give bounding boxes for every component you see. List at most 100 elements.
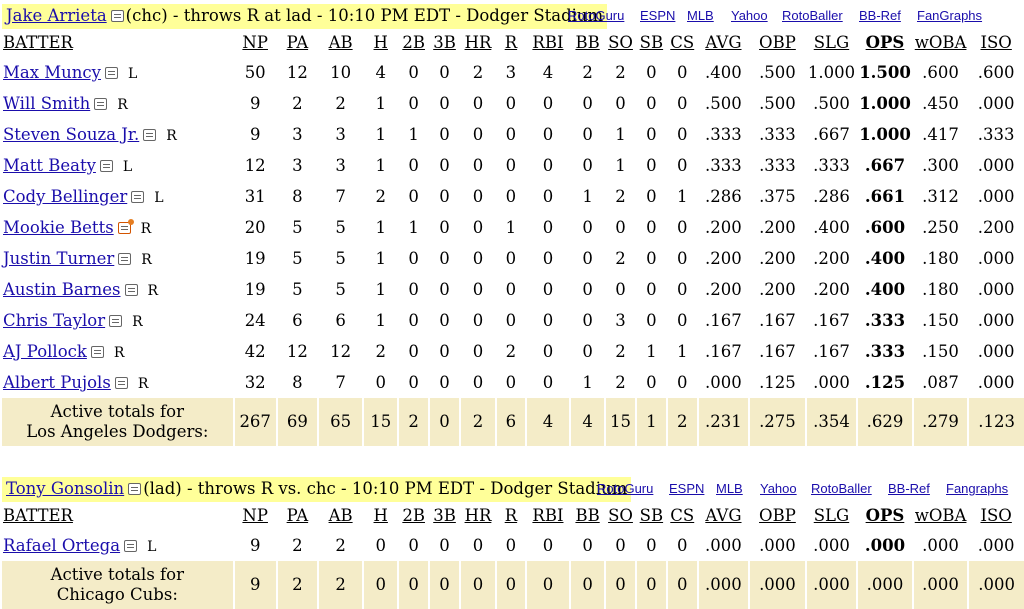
batter-link[interactable]: Justin Turner (3, 249, 115, 268)
note-icon[interactable] (128, 483, 142, 495)
column-header-woba[interactable]: wOBA (914, 505, 967, 525)
column-header-woba[interactable]: wOBA (914, 32, 967, 52)
note-icon[interactable] (118, 253, 132, 265)
column-header-r[interactable]: R (504, 505, 518, 525)
rotoballer-link[interactable]: RotoBaller (782, 8, 843, 23)
rotoballer-link[interactable]: RotoBaller (811, 481, 872, 496)
column-header-avg[interactable]: AVG (705, 32, 742, 52)
note-icon[interactable] (109, 315, 123, 327)
stat-bb: 0 (582, 156, 593, 175)
note-icon[interactable] (143, 129, 157, 141)
column-header-2b[interactable]: 2B (402, 32, 425, 52)
stat-obp: .200 (759, 218, 796, 237)
column-header-pa[interactable]: PA (286, 32, 309, 52)
note-icon[interactable] (124, 540, 138, 552)
pitcher-link[interactable]: Jake Arrieta (6, 6, 107, 25)
column-header-avg[interactable]: AVG (705, 505, 742, 525)
note-icon[interactable] (90, 346, 104, 358)
column-header-sb[interactable]: SB (639, 32, 664, 52)
note-icon[interactable] (114, 377, 128, 389)
fangraphs-link[interactable]: FanGraphs (917, 8, 983, 23)
pitcher-link[interactable]: Tony Gonsolin (6, 479, 125, 498)
note-icon[interactable] (105, 67, 118, 79)
note-icon[interactable] (94, 98, 108, 110)
batter-link[interactable]: Chris Taylor (3, 311, 106, 330)
note-icon[interactable] (110, 10, 124, 22)
column-header-ops[interactable]: OPS (865, 505, 905, 525)
column-header-pa[interactable]: PA (286, 505, 309, 525)
column-header-batter[interactable]: BATTER (3, 32, 73, 52)
column-header-ops[interactable]: OPS (865, 32, 905, 52)
espn-link[interactable]: ESPN (669, 481, 705, 496)
yahoo-link[interactable]: Yahoo (760, 481, 797, 496)
note-icon[interactable] (124, 284, 138, 296)
batter-name-cell: Steven Souza Jr. R (1, 119, 234, 150)
column-header-2b[interactable]: 2B (402, 505, 425, 525)
column-header-hr[interactable]: HR (464, 32, 492, 52)
batter-link[interactable]: AJ Pollock (3, 342, 87, 361)
column-header-iso[interactable]: ISO (980, 505, 1012, 525)
stat-2b: 1 (408, 125, 419, 144)
stat-h: 2 (375, 342, 386, 361)
batter-link[interactable]: Cody Bellinger (3, 187, 128, 206)
column-header-sb[interactable]: SB (639, 505, 664, 525)
bbref-link[interactable]: BB-Ref (888, 481, 930, 496)
total-sb: 0 (634, 561, 667, 609)
column-header-rbi[interactable]: RBI (532, 505, 564, 525)
batter-link[interactable]: Albert Pujols (3, 373, 111, 392)
column-header-3b[interactable]: 3B (433, 32, 456, 52)
stat-3b: 0 (439, 94, 450, 113)
mlb-link[interactable]: MLB (687, 8, 714, 23)
stat-cs: 0 (677, 373, 688, 392)
bbref-link[interactable]: BB-Ref (859, 8, 901, 23)
column-header-np[interactable]: NP (242, 32, 268, 52)
column-header-obp[interactable]: OBP (759, 505, 796, 525)
note-icon[interactable] (131, 191, 145, 203)
rotoguru-link[interactable]: RotoGuru (597, 481, 654, 496)
column-header-cs[interactable]: CS (670, 32, 695, 52)
stat-pa: 5 (292, 280, 303, 299)
batter-name-cell: Cody Bellinger L (1, 181, 234, 212)
column-header-np[interactable]: NP (242, 505, 268, 525)
column-header-iso[interactable]: ISO (980, 32, 1012, 52)
stat-ab: 5 (335, 280, 346, 299)
column-header-so[interactable]: SO (608, 32, 633, 52)
batter-link[interactable]: Max Muncy (3, 63, 101, 82)
stat-avg: .200 (705, 249, 742, 268)
column-header-slg[interactable]: SLG (813, 32, 850, 52)
column-header-batter[interactable]: BATTER (3, 505, 73, 525)
column-header-so[interactable]: SO (608, 505, 633, 525)
column-header-bb[interactable]: BB (575, 32, 600, 52)
batter-link[interactable]: Mookie Betts (3, 218, 114, 237)
batter-link[interactable]: Steven Souza Jr. (3, 125, 140, 144)
column-header-cs[interactable]: CS (670, 505, 695, 525)
note-icon[interactable] (99, 160, 113, 172)
yahoo-link[interactable]: Yahoo (731, 8, 768, 23)
batter-link[interactable]: Rafael Ortega (3, 536, 121, 555)
column-header-rbi[interactable]: RBI (532, 32, 564, 52)
column-header-ab[interactable]: AB (328, 505, 353, 525)
column-header-slg[interactable]: SLG (813, 505, 850, 525)
stat-np: 32 (244, 373, 266, 392)
column-header-obp[interactable]: OBP (759, 32, 796, 52)
rotoguru-link[interactable]: RotoGuru (568, 8, 625, 23)
stat-cs: 1 (677, 187, 688, 206)
espn-link[interactable]: ESPN (640, 8, 676, 23)
stat-rbi: 0 (542, 218, 554, 237)
stat-r: 0 (505, 311, 517, 330)
column-header-h[interactable]: H (373, 32, 388, 52)
column-header-bb[interactable]: BB (575, 505, 600, 525)
note-icon[interactable] (117, 219, 134, 234)
column-header-h[interactable]: H (373, 505, 388, 525)
column-header-hr[interactable]: HR (464, 505, 492, 525)
batter-link[interactable]: Will Smith (3, 94, 91, 113)
column-header-ab[interactable]: AB (328, 32, 353, 52)
fangraphs-link[interactable]: Fangraphs (946, 481, 1009, 496)
batter-stats-table-1: BATTER NP PA AB H 2B 3B HR R RBI BB SO SB CS AVG OBP SLG… (0, 27, 1024, 446)
column-header-r[interactable]: R (504, 32, 518, 52)
column-header-3b[interactable]: 3B (433, 505, 456, 525)
batter-hand: R (166, 128, 177, 144)
batter-link[interactable]: Matt Beaty (3, 156, 96, 175)
mlb-link[interactable]: MLB (716, 481, 743, 496)
batter-link[interactable]: Austin Barnes (3, 280, 121, 299)
